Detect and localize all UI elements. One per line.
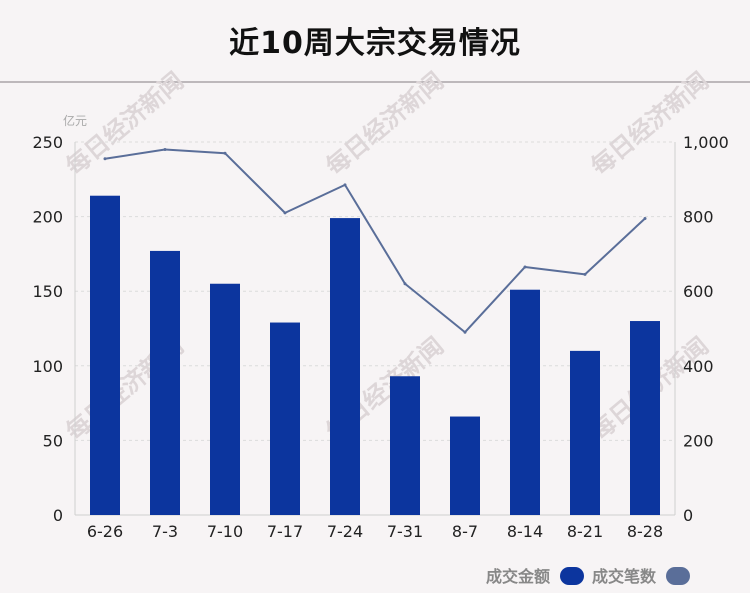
y-right-tick-label: 400 bbox=[683, 357, 714, 376]
title-divider bbox=[0, 81, 750, 83]
point-count bbox=[583, 272, 587, 276]
line-count bbox=[104, 148, 646, 334]
x-tick-label: 8-21 bbox=[567, 522, 603, 541]
y-right-tick-label: 0 bbox=[683, 506, 693, 525]
x-tick-label: 8-28 bbox=[627, 522, 663, 541]
x-tick-label: 6-26 bbox=[87, 522, 123, 541]
point-count bbox=[163, 147, 167, 151]
legend-item-amount: 成交金额 bbox=[486, 563, 584, 586]
legend-item-count: 成交笔数 bbox=[592, 563, 690, 586]
bar-amount bbox=[390, 376, 420, 515]
bar-amount bbox=[330, 218, 360, 516]
point-count bbox=[223, 151, 227, 155]
legend-swatch-amount bbox=[559, 566, 584, 585]
point-count bbox=[523, 265, 527, 269]
y-left-tick-label: 0 bbox=[53, 506, 63, 525]
chart-title: 近10周大宗交易情况 bbox=[229, 26, 521, 61]
bar-amount bbox=[270, 322, 300, 515]
bar-amount bbox=[90, 195, 120, 515]
y-left-tick-label: 250 bbox=[32, 133, 63, 152]
y-left-tick-label: 50 bbox=[43, 431, 63, 450]
legend-swatch-count bbox=[665, 566, 690, 585]
watermark-text: 每日经济新闻 bbox=[321, 67, 449, 181]
legend-label-amount: 成交金额 bbox=[486, 567, 551, 586]
x-tick-label: 7-10 bbox=[207, 522, 243, 541]
bar-amount bbox=[150, 250, 180, 515]
bar-amount bbox=[510, 289, 540, 515]
x-tick-label: 8-7 bbox=[452, 522, 478, 541]
x-tick-label: 7-17 bbox=[267, 522, 303, 541]
y-left-unit: 亿元 bbox=[63, 113, 87, 128]
point-count bbox=[403, 282, 407, 286]
y-left-tick-label: 150 bbox=[32, 282, 63, 301]
point-count bbox=[283, 211, 287, 215]
x-tick-label: 8-14 bbox=[507, 522, 543, 541]
point-count bbox=[343, 183, 347, 187]
point-count bbox=[103, 157, 107, 161]
y-left-tick-label: 100 bbox=[32, 357, 63, 376]
point-count bbox=[463, 330, 467, 334]
point-count bbox=[643, 216, 647, 220]
watermark-text: 每日经济新闻 bbox=[586, 67, 714, 181]
x-tick-label: 7-24 bbox=[327, 522, 363, 541]
x-tick-label: 7-3 bbox=[152, 522, 178, 541]
y-right-tick-label: 600 bbox=[683, 282, 714, 301]
x-tick-label: 7-31 bbox=[387, 522, 423, 541]
bar-amount bbox=[450, 416, 480, 515]
legend-label-count: 成交笔数 bbox=[592, 567, 657, 586]
y-right-tick-label: 800 bbox=[683, 208, 714, 227]
bar-amount bbox=[630, 321, 660, 515]
bar-amount bbox=[210, 283, 240, 515]
bar-amount bbox=[570, 350, 600, 515]
y-right-tick-label: 1,000 bbox=[683, 133, 729, 152]
y-right-tick-label: 200 bbox=[683, 431, 714, 450]
y-left-tick-label: 200 bbox=[32, 208, 63, 227]
